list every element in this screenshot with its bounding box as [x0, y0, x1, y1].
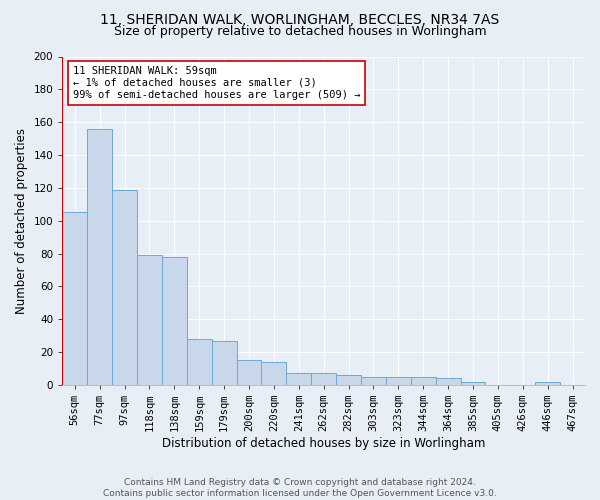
Bar: [262, 362, 286, 385]
Bar: [137, 255, 162, 385]
Bar: [112, 190, 137, 385]
Y-axis label: Number of detached properties: Number of detached properties: [15, 128, 28, 314]
Bar: [187, 339, 212, 385]
Bar: [361, 376, 386, 385]
Bar: [411, 376, 436, 385]
Text: Size of property relative to detached houses in Worlingham: Size of property relative to detached ho…: [113, 25, 487, 38]
Bar: [311, 374, 336, 385]
Bar: [461, 382, 485, 385]
Text: 11, SHERIDAN WALK, WORLINGHAM, BECCLES, NR34 7AS: 11, SHERIDAN WALK, WORLINGHAM, BECCLES, …: [100, 12, 500, 26]
Bar: [236, 360, 262, 385]
Bar: [336, 375, 361, 385]
Bar: [386, 376, 411, 385]
Bar: [535, 382, 560, 385]
Bar: [87, 129, 112, 385]
Bar: [212, 340, 236, 385]
Bar: [162, 257, 187, 385]
X-axis label: Distribution of detached houses by size in Worlingham: Distribution of detached houses by size …: [162, 437, 485, 450]
Bar: [436, 378, 461, 385]
Bar: [286, 374, 311, 385]
Text: Contains HM Land Registry data © Crown copyright and database right 2024.
Contai: Contains HM Land Registry data © Crown c…: [103, 478, 497, 498]
Bar: [62, 212, 87, 385]
Text: 11 SHERIDAN WALK: 59sqm
← 1% of detached houses are smaller (3)
99% of semi-deta: 11 SHERIDAN WALK: 59sqm ← 1% of detached…: [73, 66, 360, 100]
